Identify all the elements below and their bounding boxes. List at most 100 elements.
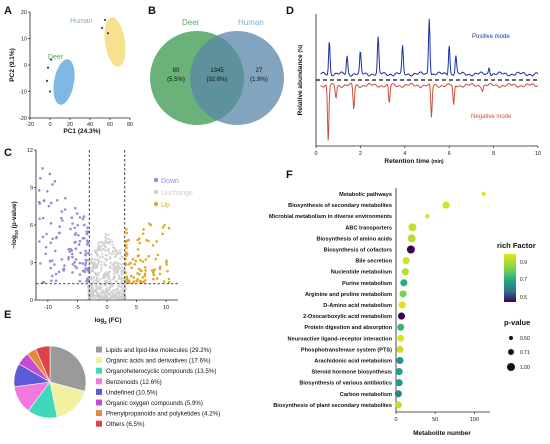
venn-shared-pct: (92.6%) [206, 77, 227, 83]
volcano-point-down [84, 261, 88, 265]
pca-deer-ellipse [53, 59, 75, 105]
volcano-point-unchanged [92, 267, 95, 270]
volcano-point-down [46, 189, 49, 193]
kegg-pathway-label: Nucleotide metabolism [331, 270, 392, 276]
volcano-x-tick-label: 10 [163, 305, 169, 311]
volcano-point-unchanged [108, 270, 111, 273]
volcano-point-down [78, 239, 82, 243]
volcano-point-unchanged [97, 261, 100, 264]
kegg-pathway-label: Arginine and proline metabolism [305, 292, 392, 298]
kegg-pathway-label: Metabolic pathways [339, 192, 392, 198]
volcano-point-down [79, 251, 82, 255]
volcano-point-down [50, 274, 54, 278]
volcano-point-up [134, 259, 138, 263]
volcano-point-unchanged [108, 288, 111, 291]
pie-legend-swatch [96, 357, 102, 364]
volcano-point-down [53, 263, 56, 266]
kegg-point [398, 301, 406, 309]
volcano-point-unchanged [104, 288, 107, 291]
volcano-point-down [67, 255, 71, 259]
volcano-y-label: −log10 (p-value) [11, 201, 19, 248]
volcano-point-unchanged [116, 270, 119, 273]
pca-y-tick-label: 0 [24, 63, 27, 69]
volcano-point-unchanged [107, 272, 110, 275]
chrom-x-label-main: Retention time [384, 158, 430, 165]
kegg-point [394, 401, 402, 409]
volcano-legend-label: Up [161, 202, 170, 209]
volcano-point-down [85, 259, 88, 262]
volcano-point-down [63, 264, 66, 267]
volcano-point-unchanged [109, 256, 112, 259]
volcano-point-unchanged [112, 246, 115, 249]
volcano-point-up [135, 279, 139, 283]
volcano-legend-label: Unchange [161, 190, 193, 197]
volcano-point-unchanged [114, 266, 117, 269]
volcano-point-unchanged [111, 250, 115, 253]
volcano-point-unchanged [101, 290, 104, 293]
volcano-point-unchanged [105, 241, 108, 245]
volcano-point-unchanged [92, 263, 95, 266]
pie-legend-label: Organic oxygen compounds (5.9%) [106, 400, 203, 407]
pca-point [48, 90, 52, 93]
volcano-point-unchanged [91, 294, 95, 297]
volcano-y-tick-label: 3 [30, 261, 33, 267]
volcano-point-down [85, 277, 89, 281]
volcano-point-unchanged [97, 258, 100, 261]
pca-x-tick-label: 80 [127, 122, 133, 128]
volcano-point-down [86, 226, 89, 229]
volcano-point-unchanged [96, 277, 99, 280]
kegg-point [397, 312, 406, 320]
volcano-point-down [54, 279, 58, 283]
volcano-point-unchanged [111, 292, 114, 295]
volcano-point-unchanged [120, 295, 123, 299]
volcano-point-up [156, 253, 160, 257]
volcano-point-unchanged [109, 238, 112, 241]
pca-plot: Deer Human -20 0 20 40 60 80 -20 -10 0 10 20 PC1 … [9, 10, 133, 135]
volcano-x-label: log2 (FC) [94, 317, 121, 325]
chrom-x-tick-label: 2 [359, 151, 362, 157]
pie-slice [49, 345, 87, 392]
volcano-point-unchanged [114, 270, 117, 273]
volcano-point-unchanged [94, 262, 97, 266]
kegg-point [481, 191, 486, 197]
volcano-point-unchanged [101, 247, 105, 250]
chrom-y-label-unit: (%) [298, 44, 304, 52]
volcano-point-unchanged [103, 243, 106, 246]
volcano-point-unchanged [105, 263, 108, 267]
volcano-point-unchanged [111, 267, 114, 270]
volcano-point-unchanged [94, 288, 97, 292]
pca-y-tick-label: 10 [21, 37, 27, 43]
venn-deer-label: Deer [182, 18, 200, 27]
volcano-point-down [41, 216, 45, 220]
volcano-point-unchanged [101, 256, 104, 259]
pca-human-label: Human [70, 18, 93, 25]
volcano-point-down [83, 270, 87, 274]
panel-letter-e: E [4, 309, 11, 321]
volcano-point-unchanged [120, 263, 123, 266]
volcano-point-down [81, 262, 85, 265]
kegg-point [395, 379, 403, 387]
pie-slice [35, 345, 51, 383]
volcano-point-down [61, 219, 64, 222]
kegg-point [397, 323, 405, 331]
pie-legend-swatch [96, 367, 102, 374]
volcano-point-unchanged [111, 240, 114, 243]
volcano-point-up [138, 241, 141, 245]
volcano-point-unchanged [110, 281, 113, 284]
volcano-point-up [138, 280, 142, 284]
volcano-point-down [78, 216, 82, 219]
volcano-point-down [45, 232, 48, 236]
volcano-point-down [69, 227, 72, 231]
panel-letter-f: F [286, 169, 293, 181]
volcano-point-up [127, 262, 131, 266]
volcano-point-unchanged [97, 287, 100, 290]
volcano-point-up [130, 266, 134, 269]
volcano-point-down [37, 189, 41, 192]
volcano-x-label-tail: (FC) [107, 317, 122, 324]
panel-letter-b: B [148, 5, 156, 17]
volcano-point-up [162, 280, 166, 283]
kegg-point [399, 290, 407, 298]
volcano-point-down [76, 234, 80, 237]
volcano-point-down [68, 250, 72, 253]
